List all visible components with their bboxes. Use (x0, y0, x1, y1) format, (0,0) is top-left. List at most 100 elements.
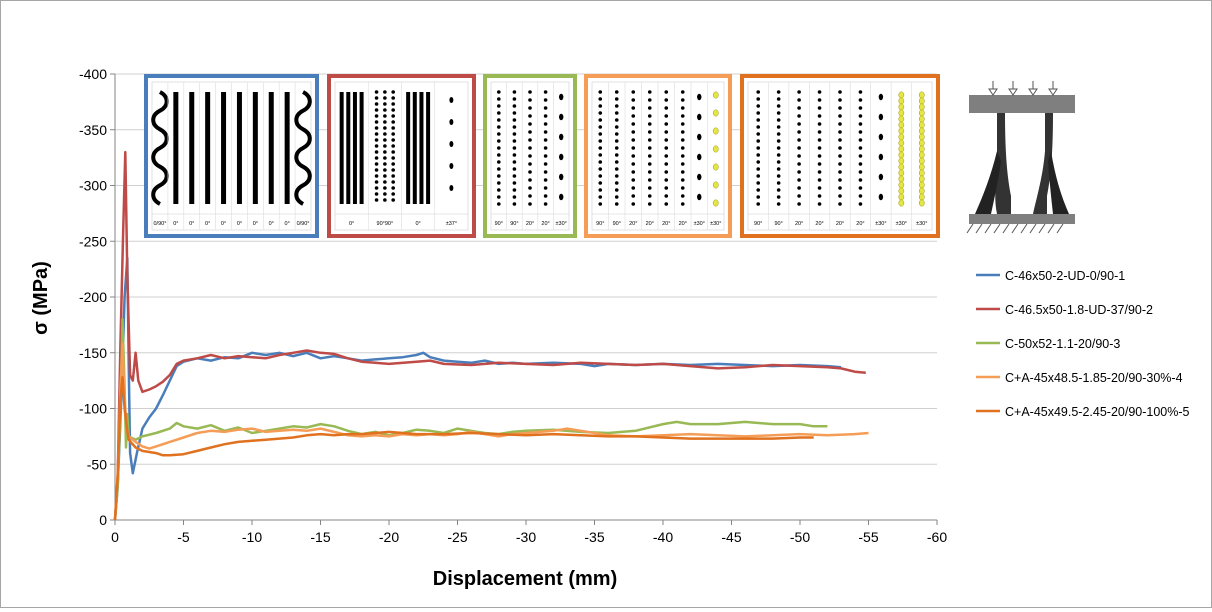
inset-panel-5: 90° 90° 20° 20° 20° 20° ±30° ±30° ±30° (740, 74, 940, 238)
inset-panel-2: 0° 90°90° 0° ±37° (327, 74, 476, 238)
x-tick-label: -5 (177, 529, 190, 545)
fiber-dot (497, 104, 501, 108)
fiber-dot (776, 97, 781, 101)
fiber-dot (383, 186, 387, 190)
fiber-dot (374, 198, 379, 202)
fiber-dot (497, 139, 501, 143)
fiber-dot (391, 96, 395, 100)
fiber-dot (797, 114, 801, 118)
fiber-dot (614, 160, 619, 164)
fiber-dot (598, 167, 603, 171)
y-axis-label: σ (MPa) (30, 261, 52, 335)
fiber-dot (838, 162, 842, 166)
inset-column-label: 0° (205, 221, 210, 227)
fiber-dot (858, 162, 863, 166)
fiber-dot (497, 146, 501, 150)
fiber-dot (647, 186, 652, 190)
fiber-dot (512, 132, 517, 136)
fiber-dot (858, 146, 863, 150)
fiber-dot (664, 202, 669, 206)
fiber-dot (449, 141, 454, 147)
x-tick-label: -50 (790, 529, 810, 545)
fiber-dot (383, 102, 387, 106)
fiber-dot (776, 146, 781, 150)
fiber-dot (797, 90, 801, 94)
fiber-dot (391, 114, 395, 118)
x-tick-label: -40 (653, 529, 673, 545)
fiber-dot (647, 202, 652, 206)
fiber-dot (631, 162, 636, 166)
fiber-dot (878, 173, 884, 181)
fiber-dot (374, 126, 379, 130)
fiber-dot (374, 90, 379, 94)
fiber-dot (374, 180, 379, 184)
fiber-dot (598, 146, 603, 150)
inset-panel-3: 90° 90° 20° 20° ±30° (483, 74, 577, 238)
fiber-dot (598, 125, 603, 129)
fiber-dot (391, 138, 395, 142)
fiber-dot (374, 156, 379, 160)
fiber-dot (598, 90, 603, 94)
fiber-dot (756, 195, 761, 199)
fiber-dot (374, 132, 379, 136)
flax-fiber-dot (918, 163, 925, 171)
fiber-dot (543, 194, 548, 198)
fiber-dot (647, 114, 652, 118)
fiber-dot (664, 90, 669, 94)
bottom-platen (969, 214, 1075, 224)
fiber-dot (528, 162, 532, 166)
y-tick-label: -300 (79, 178, 107, 194)
inset-column-label: 20° (526, 221, 534, 227)
fiber-dot (776, 160, 781, 164)
fiber-dot (528, 186, 532, 190)
fiber-dot (512, 160, 517, 164)
fiber-dot (680, 114, 685, 118)
fiber-dot (797, 194, 801, 198)
fiber-dot (797, 122, 801, 126)
fiber-dot (647, 122, 652, 126)
fiber-dot (598, 153, 603, 157)
fiber-dot (614, 188, 619, 192)
fiber-dot (858, 186, 863, 190)
fiber-dot (647, 154, 652, 158)
flax-fiber-dot (918, 187, 925, 195)
fiber-dot (878, 193, 884, 201)
flax-fiber-dot (918, 133, 925, 141)
flax-fiber-dot (898, 121, 905, 129)
x-tick-label: -55 (858, 529, 878, 545)
woven-fiber (294, 90, 312, 206)
fiber-dot (598, 174, 603, 178)
fiber-dot (776, 132, 781, 136)
inset-column-label: ±30° (710, 221, 721, 227)
fiber-dot (512, 97, 517, 101)
fiber-dot (391, 126, 395, 130)
fiber-dot (664, 170, 669, 174)
flax-fiber-dot (898, 157, 905, 165)
fiber-dot (776, 90, 781, 94)
fiber-dot (858, 170, 863, 174)
fiber-dot (878, 93, 884, 101)
fiber-dot (797, 186, 801, 190)
fiber-dot (680, 194, 685, 198)
fiber-dot (797, 154, 801, 158)
fiber-dot (512, 125, 517, 129)
inset-column-label: 20° (856, 221, 864, 227)
y-tick-label: -150 (79, 345, 107, 361)
load-arrow (988, 81, 998, 96)
fiber-dot (512, 118, 517, 122)
fiber-dot (512, 174, 517, 178)
inset-column-label: 20° (541, 221, 549, 227)
flax-fiber-dot (918, 193, 925, 201)
fiber-dot (664, 178, 669, 182)
fiber-dot (631, 194, 636, 198)
fiber-dot (543, 154, 548, 158)
fiber-dot (598, 188, 603, 192)
fiber-dot (680, 154, 685, 158)
series-line-5 (113, 376, 814, 521)
fiber-dot (664, 194, 669, 198)
fiber-dot (647, 170, 652, 174)
flax-fiber-dot (918, 181, 925, 189)
fiber-dot (512, 153, 517, 157)
fiber-dot (647, 162, 652, 166)
fiber-dot (383, 156, 387, 160)
